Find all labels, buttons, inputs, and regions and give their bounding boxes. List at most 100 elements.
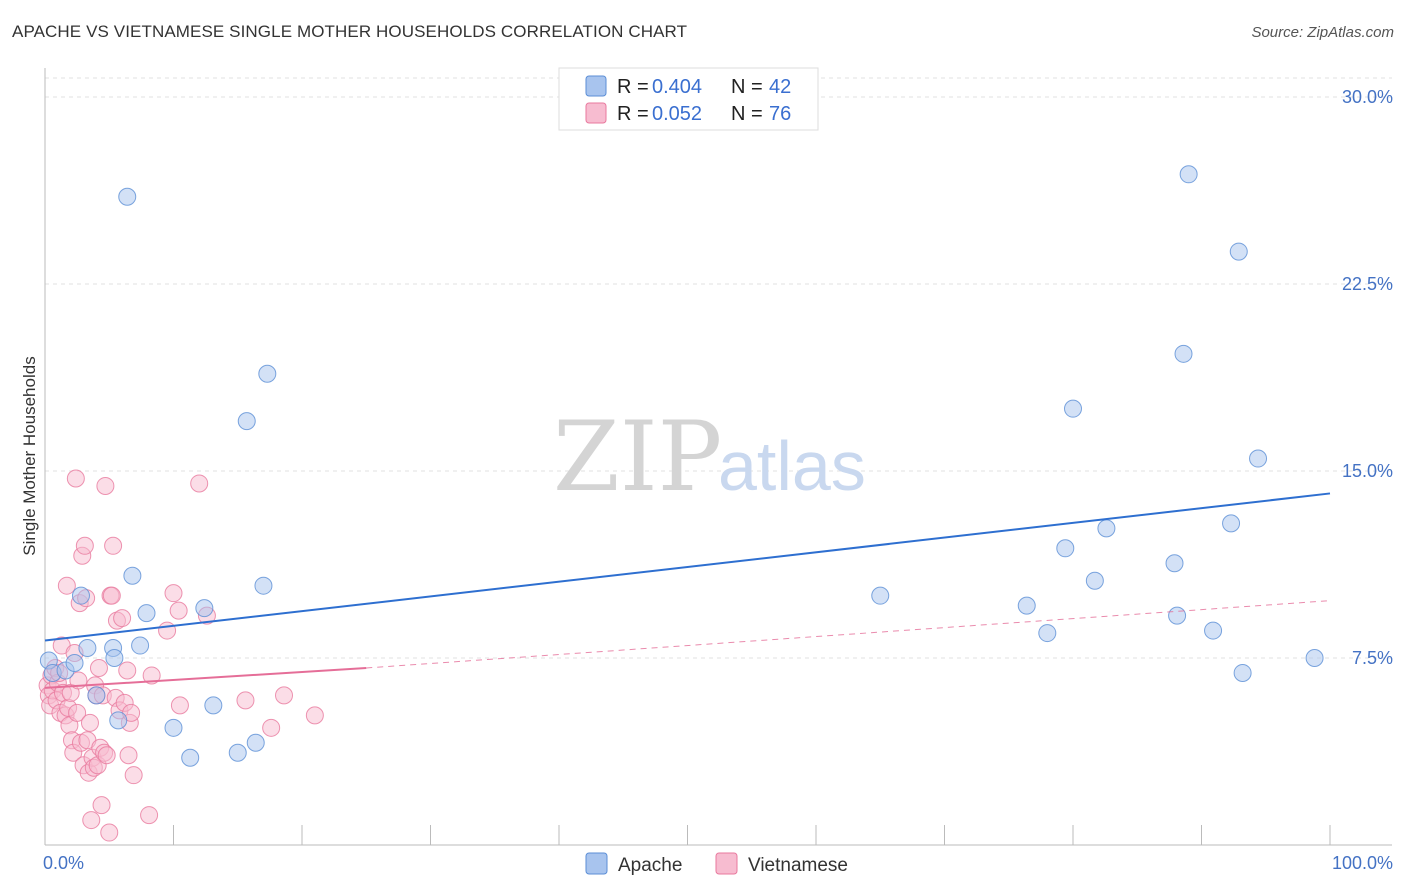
point-vietnamese-61	[158, 621, 177, 640]
point-vietnamese-20	[66, 469, 85, 488]
legend-r-label-apache: R =	[617, 76, 649, 98]
trend-line-apache	[44, 492, 1331, 642]
x-tick-label-0: 0.0%	[43, 853, 84, 873]
point-apache-35	[1222, 514, 1241, 533]
point-apache-4	[71, 586, 90, 605]
grid-lines	[45, 77, 1392, 659]
point-vietnamese-60	[142, 666, 161, 685]
point-vietnamese-58	[124, 766, 143, 785]
point-apache-5	[78, 639, 97, 658]
legend-label-vietnamese: Vietnamese	[748, 855, 848, 876]
point-apache-31	[1168, 606, 1187, 625]
legend-r-value-vietnamese: 0.052	[652, 103, 702, 125]
point-apache-11	[123, 566, 142, 585]
chart-title: APACHE VS VIETNAMESE SINGLE MOTHER HOUSE…	[12, 22, 688, 41]
point-apache-28	[1085, 571, 1104, 590]
point-apache-6	[87, 686, 106, 705]
axes	[44, 68, 1392, 846]
x-tick-label-1: 100.0%	[1332, 853, 1393, 873]
point-apache-24	[1017, 596, 1036, 615]
legend-r-value-apache: 0.404	[652, 76, 702, 98]
point-vietnamese-65	[190, 474, 209, 493]
point-vietnamese-62	[164, 584, 183, 603]
point-apache-14	[164, 718, 183, 737]
point-apache-21	[254, 576, 273, 595]
legend-swatch-vietnamese-bottom	[715, 852, 738, 875]
point-vietnamese-55	[119, 746, 138, 765]
point-vietnamese-38	[89, 658, 108, 677]
point-apache-37	[1233, 663, 1252, 682]
point-apache-27	[1064, 399, 1082, 418]
watermark-atlas: atlas	[718, 427, 866, 505]
point-apache-30	[1165, 554, 1184, 573]
legend-swatch-apache-bottom	[585, 852, 608, 875]
y-tick-labels: 7.5% 15.0% 22.5% 30.0%	[1342, 87, 1393, 668]
point-apache-3	[65, 653, 84, 672]
trend-extension-vietnamese	[366, 600, 1331, 669]
point-apache-18	[228, 743, 247, 762]
point-apache-26	[1056, 539, 1075, 558]
point-vietnamese-70	[305, 706, 324, 725]
legend-label-apache: Apache	[618, 855, 682, 876]
point-apache-17	[204, 696, 223, 715]
legend-swatch-apache	[585, 75, 607, 97]
point-apache-23	[871, 586, 890, 605]
point-apache-34	[1204, 621, 1223, 640]
trend-line-vietnamese	[44, 666, 367, 689]
point-vietnamese-63	[169, 601, 188, 620]
y-tick-label-1: 15.0%	[1342, 461, 1393, 481]
data-points	[38, 165, 1324, 842]
point-vietnamese-27	[75, 536, 94, 555]
y-tick-label-3: 30.0%	[1342, 87, 1393, 107]
point-apache-22	[258, 364, 277, 383]
point-apache-38	[1249, 449, 1268, 468]
point-apache-12	[131, 636, 150, 655]
point-apache-16	[195, 599, 214, 618]
point-apache-9	[109, 711, 128, 730]
y-tick-label-2: 22.5%	[1342, 274, 1393, 294]
point-apache-13	[137, 604, 156, 623]
point-apache-39	[1305, 649, 1324, 667]
point-vietnamese-67	[236, 691, 255, 710]
legend-n-label-apache: N =	[731, 76, 763, 98]
point-vietnamese-43	[96, 476, 115, 495]
y-axis-label: Single Mother Households	[20, 356, 39, 555]
watermark-zip: ZIP	[553, 401, 722, 513]
legend-n-value-apache: 42	[769, 76, 791, 98]
point-apache-36	[1229, 242, 1248, 261]
legend-n-label-vietnamese: N =	[731, 103, 763, 125]
point-vietnamese-40	[92, 796, 111, 815]
point-apache-33	[1179, 165, 1198, 184]
point-apache-32	[1174, 344, 1193, 363]
y-tick-label-0: 7.5%	[1352, 648, 1393, 668]
point-vietnamese-69	[275, 686, 294, 705]
point-vietnamese-44	[97, 746, 116, 765]
point-vietnamese-13	[57, 576, 76, 595]
point-apache-8	[105, 649, 124, 667]
point-vietnamese-59	[140, 806, 159, 825]
point-vietnamese-32	[82, 811, 101, 830]
point-vietnamese-31	[80, 713, 99, 732]
point-vietnamese-68	[262, 718, 281, 737]
point-vietnamese-64	[170, 696, 189, 715]
trend-lines	[44, 492, 1331, 689]
legend-swatch-vietnamese	[585, 102, 607, 124]
series-legend: Apache Vietnamese	[585, 852, 848, 876]
point-vietnamese-48	[104, 536, 123, 555]
legend-r-label-vietnamese: R =	[617, 103, 649, 125]
point-vietnamese-54	[118, 661, 137, 680]
legend-n-value-vietnamese: 76	[769, 103, 791, 125]
x-tick-labels: 0.0% 100.0%	[43, 853, 1393, 873]
point-apache-20	[246, 733, 265, 752]
point-apache-15	[181, 748, 200, 767]
chart-source: Source: ZipAtlas.com	[1251, 24, 1394, 41]
point-apache-25	[1038, 624, 1057, 643]
point-apache-29	[1097, 519, 1116, 538]
point-vietnamese-47	[102, 586, 121, 605]
point-vietnamese-45	[100, 823, 119, 842]
point-apache-19	[237, 412, 256, 431]
correlation-legend: R = 0.404 N = 42 R = 0.052 N = 76	[558, 67, 819, 131]
watermark: ZIP atlas	[553, 401, 866, 513]
point-vietnamese-21	[68, 703, 87, 722]
